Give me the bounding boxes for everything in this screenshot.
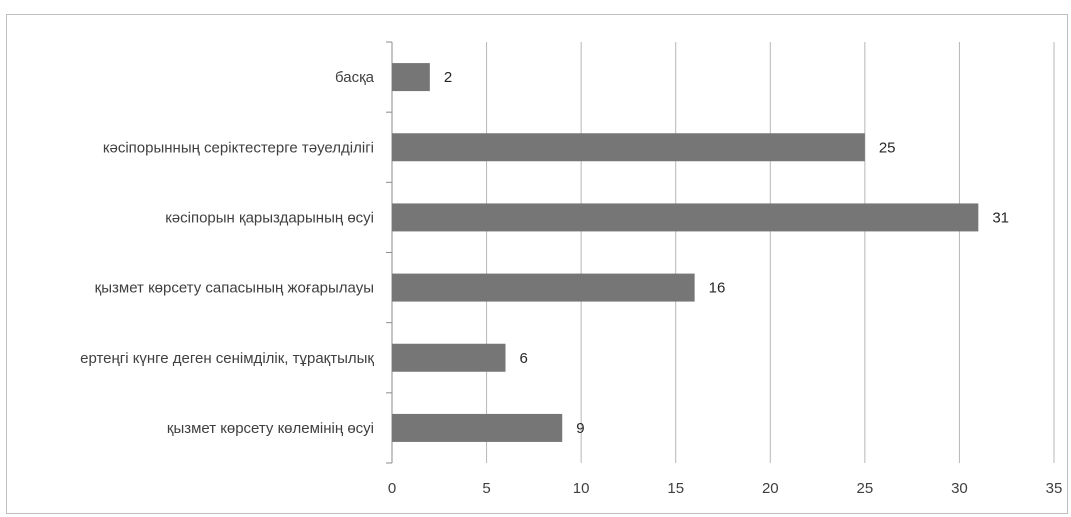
- x-tick-label: 20: [762, 480, 779, 497]
- category-label: кәсіпорынның серіктестерге тәуелділігі: [103, 139, 374, 156]
- category-label: қызмет көрсету көлемінің өсуі: [167, 420, 374, 437]
- x-tick-label: 5: [482, 480, 490, 497]
- category-label: кәсіпорын қарыздарының өсуі: [165, 209, 374, 226]
- bar: [392, 203, 979, 232]
- x-tick-label: 25: [857, 480, 874, 497]
- x-tick-label: 35: [1046, 480, 1063, 497]
- data-label: 2: [444, 69, 452, 86]
- data-label: 25: [879, 139, 896, 156]
- x-tick-label: 15: [667, 480, 684, 497]
- data-label: 6: [519, 350, 527, 367]
- data-label: 16: [709, 280, 726, 297]
- bar: [392, 413, 563, 442]
- bar: [392, 273, 695, 302]
- data-label: 31: [992, 209, 1009, 226]
- x-tick-label: 30: [951, 480, 968, 497]
- category-label: ертеңгі күнге деген сенімділік, тұрақтыл…: [80, 350, 374, 367]
- bar: [392, 133, 865, 162]
- bar: [392, 63, 430, 92]
- x-tick-label: 10: [573, 480, 590, 497]
- data-label: 9: [576, 420, 584, 437]
- bar: [392, 343, 506, 372]
- category-label: қызмет көрсету сапасының жоғарылауы: [95, 280, 374, 297]
- category-label: басқа: [335, 69, 375, 86]
- x-tick-label: 0: [388, 480, 396, 497]
